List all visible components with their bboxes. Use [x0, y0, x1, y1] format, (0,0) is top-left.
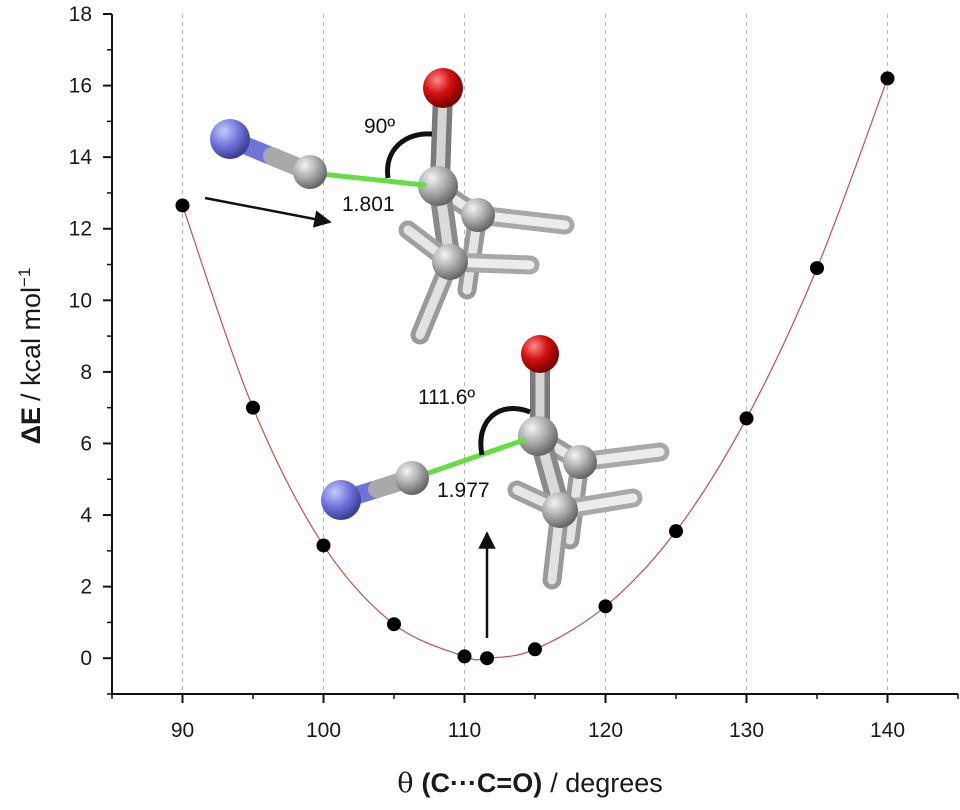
- x-tick-label: 90: [171, 719, 194, 742]
- x-tick-label: 110: [448, 719, 481, 742]
- carbonyl-carbon-atom: [418, 166, 458, 206]
- carbon-atom: [432, 244, 468, 280]
- angle-label-111-6: 111.6º: [418, 386, 475, 409]
- y-tick-label: 14: [69, 146, 93, 169]
- carbonyl-carbon-atom: [518, 416, 558, 456]
- x-axis-unit: / degrees: [550, 768, 663, 798]
- distance-label-1977: 1.977: [437, 479, 490, 502]
- data-point: [598, 599, 613, 614]
- data-point: [316, 538, 331, 553]
- nitrogen-atom: [321, 480, 361, 520]
- nitrogen-atom: [210, 119, 250, 159]
- y-tick-label: 0: [80, 647, 92, 670]
- forming-bond-90: [309, 170, 427, 188]
- y-tick-label: 10: [69, 289, 92, 312]
- carbon-atom: [542, 492, 578, 528]
- molecule-90-degrees: 90º 1.801: [210, 68, 575, 345]
- data-points: [175, 71, 895, 666]
- data-point: [810, 261, 824, 276]
- x-ticks: 90 100 110 120 130 140: [111, 694, 959, 742]
- data-point: [457, 649, 472, 664]
- carbon-atom: [395, 461, 429, 495]
- molecule-111-6-degrees: 111.6º 1.977: [321, 335, 670, 590]
- y-tick-label: 4: [80, 504, 92, 527]
- y-axis-unit: / kcal mol: [16, 287, 46, 401]
- angle-arc-90: [385, 131, 433, 179]
- x-axis-title: θ (C···C=O) / degrees: [397, 768, 663, 799]
- y-axis-unit-exponent: −1: [15, 268, 34, 287]
- x-axis-symbol: θ: [397, 768, 413, 799]
- y-tick-label: 16: [69, 75, 92, 98]
- x-tick-label: 140: [870, 719, 905, 742]
- y-tick-label: 6: [80, 432, 92, 455]
- x-tick-label: 100: [306, 719, 341, 742]
- angle-label-90: 90º: [364, 115, 395, 138]
- data-point: [880, 71, 895, 86]
- x-axis-bold-part: (C···C=O): [421, 768, 542, 798]
- data-point: [528, 642, 542, 657]
- x-tick-label: 120: [588, 719, 623, 742]
- data-point: [739, 411, 754, 426]
- angle-arc-111-6: [478, 406, 531, 456]
- data-point: [669, 524, 683, 539]
- vertical-gridlines: [182, 14, 888, 694]
- data-point: [175, 198, 190, 213]
- y-ticks: 0 2 4 6 8 10 12 14 16 18: [69, 3, 112, 695]
- arrow-to-top-structure: [204, 196, 332, 228]
- distance-label-1801: 1.801: [342, 193, 395, 216]
- data-point: [480, 651, 495, 666]
- y-tick-label: 18: [69, 3, 92, 26]
- carbon-atom: [563, 445, 597, 479]
- y-tick-label: 2: [80, 576, 92, 599]
- y-axis-symbol: ΔE: [16, 407, 46, 444]
- carbon-atom: [461, 198, 495, 232]
- y-tick-label: 8: [80, 361, 92, 384]
- oxygen-atom: [423, 68, 463, 108]
- x-tick-label: 130: [729, 719, 764, 742]
- y-axis-title: ΔE / kcal mol−1: [15, 268, 46, 445]
- forming-bond-111-6: [411, 437, 527, 481]
- fit-curve: [181, 78, 889, 661]
- data-point: [387, 617, 401, 632]
- carbon-atom: [293, 155, 327, 189]
- oxygen-atom: [521, 335, 559, 373]
- y-tick-label: 12: [69, 218, 92, 241]
- data-point: [246, 400, 260, 415]
